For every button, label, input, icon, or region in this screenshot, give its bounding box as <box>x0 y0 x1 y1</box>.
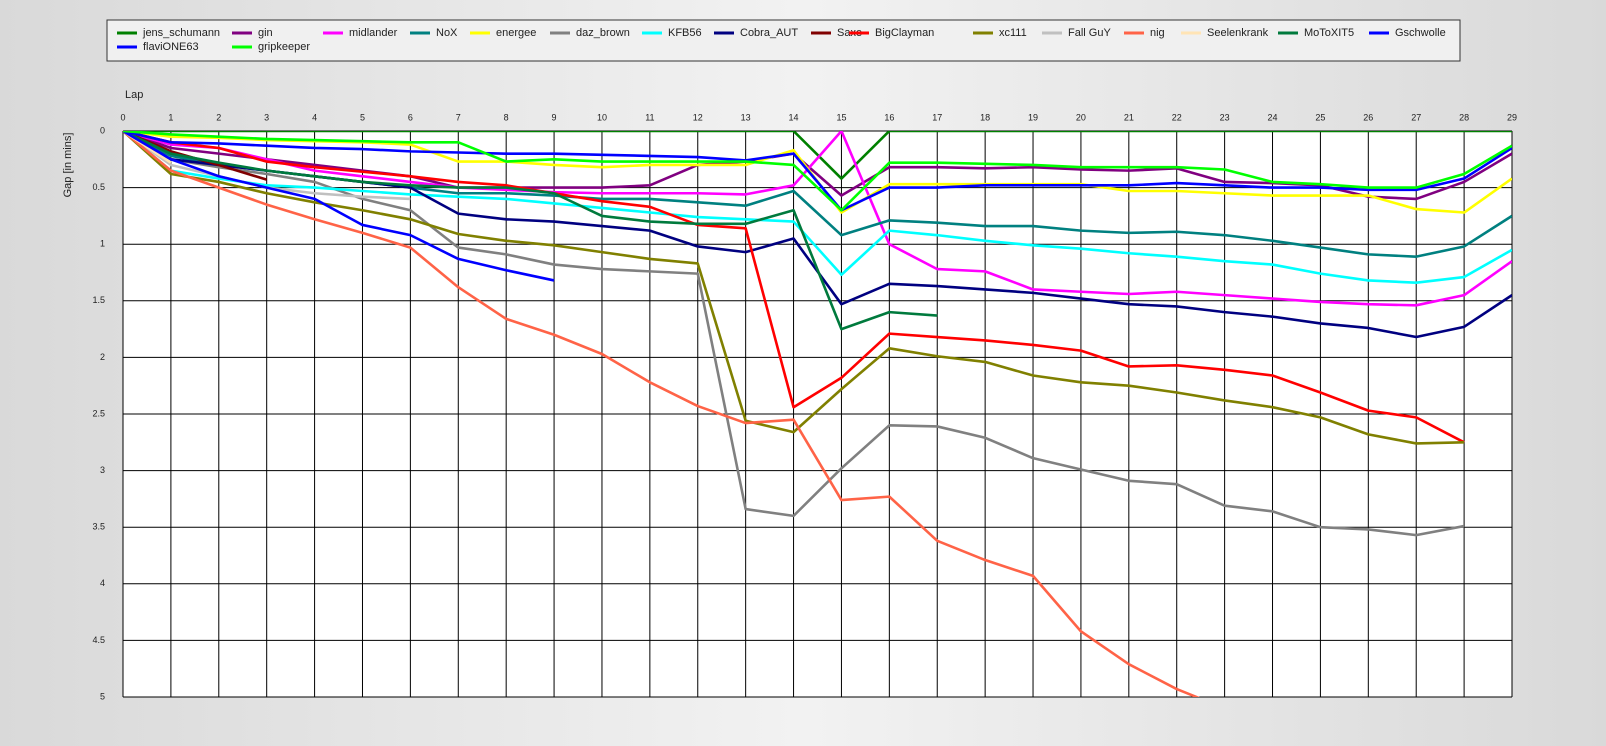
legend-label: Cobra_AUT <box>740 27 798 39</box>
x-tick-label: 21 <box>1124 112 1134 122</box>
x-tick-label: 15 <box>836 112 846 122</box>
series-line <box>123 131 1512 180</box>
y-tick-label: 2 <box>100 352 105 362</box>
x-tick-label: 11 <box>645 112 654 122</box>
series-line <box>123 131 1512 212</box>
x-tick-label: 1 <box>168 112 173 122</box>
legend-label: daz_brown <box>576 27 630 39</box>
series-line <box>123 131 1465 537</box>
legend-box <box>106 19 1461 62</box>
x-tick-label: 13 <box>741 112 751 122</box>
x-tick-label: 19 <box>1028 112 1038 122</box>
series-line <box>123 131 1512 212</box>
x-tick-label: 3 <box>264 112 269 122</box>
legend-label: Fall GuY <box>1068 27 1111 39</box>
series-line <box>123 131 1512 284</box>
x-tick-label: 23 <box>1220 112 1230 122</box>
x-tick-label: 9 <box>552 112 557 122</box>
x-tick-label: 12 <box>693 112 703 122</box>
legend-label: gripkeeper <box>258 41 310 53</box>
legend-label: BigClayman <box>875 27 934 39</box>
x-tick-label: 25 <box>1315 112 1325 122</box>
series-layer <box>123 131 1512 697</box>
legend-label: xc111 <box>999 27 1027 39</box>
y-tick-label: 2.5 <box>92 408 105 418</box>
y-tick-label: 3.5 <box>92 522 105 532</box>
x-tick-label: 17 <box>932 112 942 122</box>
x-tick-label: 29 <box>1507 112 1517 122</box>
x-tick-label: 7 <box>456 112 461 122</box>
legend-label: energee <box>496 27 536 39</box>
series-line <box>123 131 938 331</box>
x-tick-label: 26 <box>1363 112 1373 122</box>
x-tick-label: 2 <box>216 112 221 122</box>
y-tick-label: 0 <box>100 125 105 135</box>
legend-label: Gschwolle <box>1395 27 1446 39</box>
x-tick-label: 8 <box>504 112 509 122</box>
x-tick-label: 5 <box>360 112 365 122</box>
legend-label: gin <box>258 27 273 39</box>
legend-label: midlander <box>349 27 398 39</box>
x-tick-label: 22 <box>1172 112 1182 122</box>
y-tick-label: 1.5 <box>92 295 105 305</box>
x-tick-label: 24 <box>1268 112 1278 122</box>
legend-label: NoX <box>436 27 458 39</box>
legend-label: flaviONE63 <box>143 41 199 53</box>
legend-label: Seelenkrank <box>1207 27 1269 39</box>
x-tick-label: 4 <box>312 112 317 122</box>
y-tick-label: 1 <box>100 239 105 249</box>
y-tick-label: 0.5 <box>92 182 105 192</box>
y-tick-label: 3 <box>100 465 105 475</box>
x-tick-label: 20 <box>1076 112 1086 122</box>
legend-label: KFB56 <box>668 27 702 39</box>
legend-label: nig <box>1150 27 1165 39</box>
series-line <box>123 131 1465 444</box>
y-axis-label: Gap [in mins] <box>62 133 74 198</box>
series-line <box>123 131 555 282</box>
x-axis-label: Lap <box>125 89 143 101</box>
series-line <box>123 131 1200 697</box>
x-tick-label: 18 <box>980 112 990 122</box>
x-tick-label: 28 <box>1459 112 1469 122</box>
x-tick-label: 6 <box>408 112 413 122</box>
y-tick-label: 4.5 <box>92 635 105 645</box>
legend-label: MoToXIT5 <box>1304 27 1354 39</box>
legend-label: jens_schumann <box>142 27 220 39</box>
x-tick-label: 14 <box>789 112 799 122</box>
series-line <box>123 131 1465 445</box>
y-tick-label: 4 <box>100 578 105 588</box>
x-tick-label: 0 <box>120 112 125 122</box>
y-tick-label: 5 <box>100 691 105 701</box>
x-tick-label: 27 <box>1411 112 1421 122</box>
series-line <box>123 131 1512 307</box>
x-tick-label: 10 <box>597 112 607 122</box>
x-tick-label: 16 <box>884 112 894 122</box>
